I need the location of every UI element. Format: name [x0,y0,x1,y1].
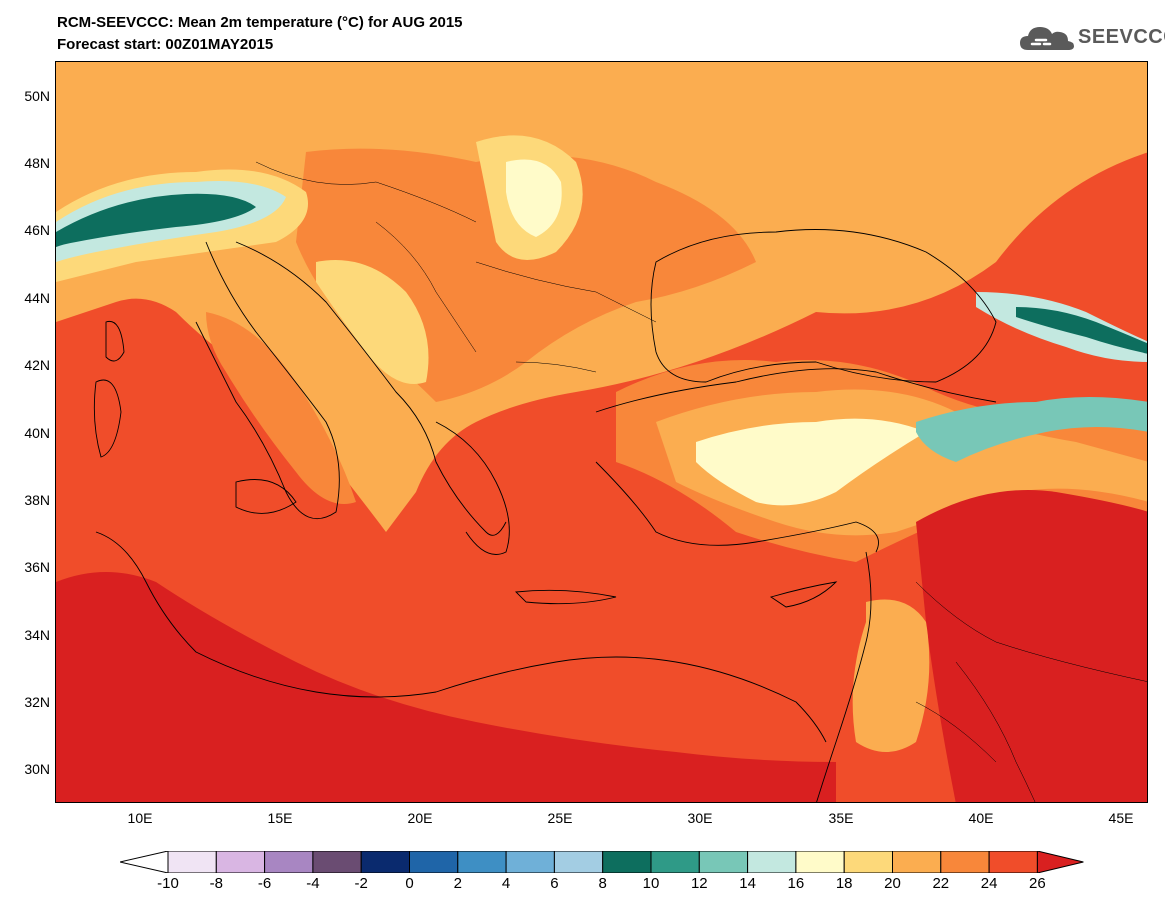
color-bar-label: 24 [980,875,998,892]
logo-text: SEEVCCC [1078,26,1165,48]
map-title: RCM-SEEVCCC: Mean 2m temperature (°C) fo… [57,12,463,56]
field-italy-warm [206,312,356,504]
color-bar-label: -2 [354,875,368,892]
cyprus-coast [769,581,838,608]
color-bar-label: 22 [932,875,950,892]
lat-label-50n: 50N [24,88,50,104]
color-bar-box [747,851,797,873]
lon-label-25e: 25E [547,810,573,826]
color-bar-box [892,851,942,873]
corsica-coast [105,320,125,362]
color-bar-box [505,851,555,873]
color-bar-label: -10 [157,875,179,892]
color-bar-box [553,851,604,873]
sardinia-coast [93,379,122,458]
color-bar-label: 0 [405,875,414,892]
sicily-coast [235,479,297,514]
color-bar-label: 8 [598,875,607,892]
color-bar-label: 14 [739,875,756,892]
lat-label-46n: 46N [24,222,50,238]
color-bar-label: 2 [453,875,462,892]
lon-label-20e: 20E [407,810,433,826]
color-bar-label: 6 [550,875,559,892]
borders [255,161,1147,802]
lat-label-34n: 34N [24,627,50,643]
color-bar-label: 12 [690,875,708,892]
lon-label-40e: 40E [968,810,994,826]
field-anatolia-cream [696,418,926,506]
color-bar-label: 26 [1029,875,1046,892]
color-bar [120,851,1084,873]
levant-coast [816,551,872,802]
color-bar-box [264,851,314,873]
color-bar-box [409,851,459,873]
field-alps-teal-dark [56,193,256,247]
lat-label-38n: 38N [24,492,50,508]
balkan-coast [235,241,507,536]
lat-label-48n: 48N [24,155,50,171]
color-bar-min-triangle [120,851,169,873]
color-bar-box [167,851,217,873]
lon-label-10e: 10E [127,810,153,826]
color-bar-box [360,851,410,873]
black-sea-coast [650,229,997,383]
lon-label-45e: 45E [1108,810,1134,826]
color-bar-max-triangle [1036,851,1084,873]
turkey-coast [595,368,997,553]
color-bar-label: -6 [257,875,272,892]
color-bar-box [988,851,1038,873]
color-bar-box [215,851,266,873]
cloud-icon [1020,27,1074,50]
field-africa-hot [56,572,836,802]
lat-label-40n: 40N [24,425,50,441]
title-line-2: Forecast start: 00Z01MAY2015 [57,36,274,53]
color-bar-box [312,851,362,873]
field-dinarides-pale [316,260,429,384]
lat-label-32n: 32N [24,694,50,710]
color-bar-box [457,851,507,873]
lon-label-15e: 15E [267,810,293,826]
color-bar-label: 10 [642,875,660,892]
color-bar-box [650,851,700,873]
lon-label-30e: 30E [687,810,713,826]
color-bar-label: 20 [884,875,901,892]
color-bar-label: -4 [306,875,320,892]
lat-label-36n: 36N [24,559,50,575]
color-bar-label: -8 [209,875,223,892]
title-line-1: RCM-SEEVCCC: Mean 2m temperature (°C) fo… [57,14,463,31]
color-bar-box [602,851,652,873]
field-levant-mild [852,599,930,752]
lon-label-35e: 35E [828,810,854,826]
seevccc-logo: SEEVCCC [1018,22,1165,54]
greece-coast [435,421,510,555]
africa-coast [95,531,827,743]
color-bar-label: 18 [835,875,853,892]
color-bar-label: 16 [787,875,805,892]
color-bar-box [940,851,990,873]
lat-label-44n: 44N [24,290,50,306]
field-caucasus-teal-dark [1016,307,1147,354]
field-anatolia-teal [916,397,1147,462]
temperature-map [55,61,1148,803]
crete-coast [515,589,617,605]
italy-coast [195,241,340,520]
color-bar-box [698,851,749,873]
color-bar-box [795,851,845,873]
color-bar-box [843,851,894,873]
color-bar-label: 4 [501,875,511,892]
lat-label-30n: 30N [24,761,50,777]
field-carpathians-cream [506,159,562,237]
field-middle-east-hot [916,490,1147,802]
map-field [56,62,1147,802]
coastlines [93,229,997,802]
lat-label-42n: 42N [24,357,50,373]
